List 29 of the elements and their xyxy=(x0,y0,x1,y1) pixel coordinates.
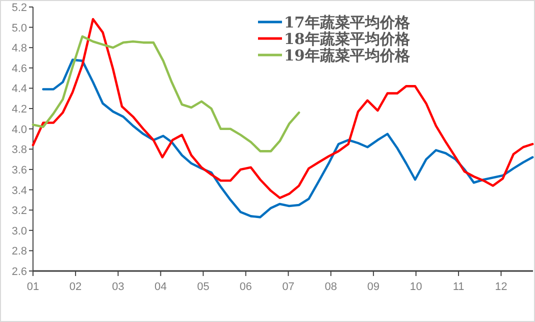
y-tick-label: 2.8 xyxy=(12,246,27,258)
legend-label: 18年蔬菜平均价格 xyxy=(284,30,411,48)
x-tick-label: 09 xyxy=(367,281,380,293)
legend-label: 17年蔬菜平均价格 xyxy=(284,14,411,32)
y-tick-label: 4.0 xyxy=(12,124,27,136)
x-tick-label: 11 xyxy=(452,281,464,293)
x-tick-label: 05 xyxy=(197,281,210,293)
y-tick-label: 3.4 xyxy=(12,184,27,197)
y-tick-label: 2.6 xyxy=(12,266,27,278)
x-tick-label: 06 xyxy=(240,281,252,293)
y-tick-label: 3.6 xyxy=(12,164,27,176)
y-tick-label: 3.2 xyxy=(12,205,27,218)
y-tick-label: 3.0 xyxy=(12,225,27,238)
y-tick-label: 5.2 xyxy=(12,2,27,14)
x-tick-label: 12 xyxy=(494,281,508,293)
x-tick-label: 07 xyxy=(282,281,294,293)
x-tick-label: 02 xyxy=(69,281,82,293)
y-tick-label: 4.2 xyxy=(12,104,27,116)
y-tick-label: 4.4 xyxy=(12,83,27,96)
x-tick-label: 03 xyxy=(112,281,124,293)
x-tick-label: 01 xyxy=(26,281,40,293)
y-tick-label: 3.8 xyxy=(12,144,27,156)
y-tick-label: 4.6 xyxy=(12,62,27,75)
y-tick-label: 5.0 xyxy=(12,22,27,34)
x-tick-label: 04 xyxy=(154,281,167,293)
y-tick-label: 4.8 xyxy=(12,42,27,55)
x-tick-label: 10 xyxy=(410,281,422,293)
legend-label: 19年蔬菜平均价格 xyxy=(284,46,411,64)
x-tick-label: 08 xyxy=(324,281,337,293)
